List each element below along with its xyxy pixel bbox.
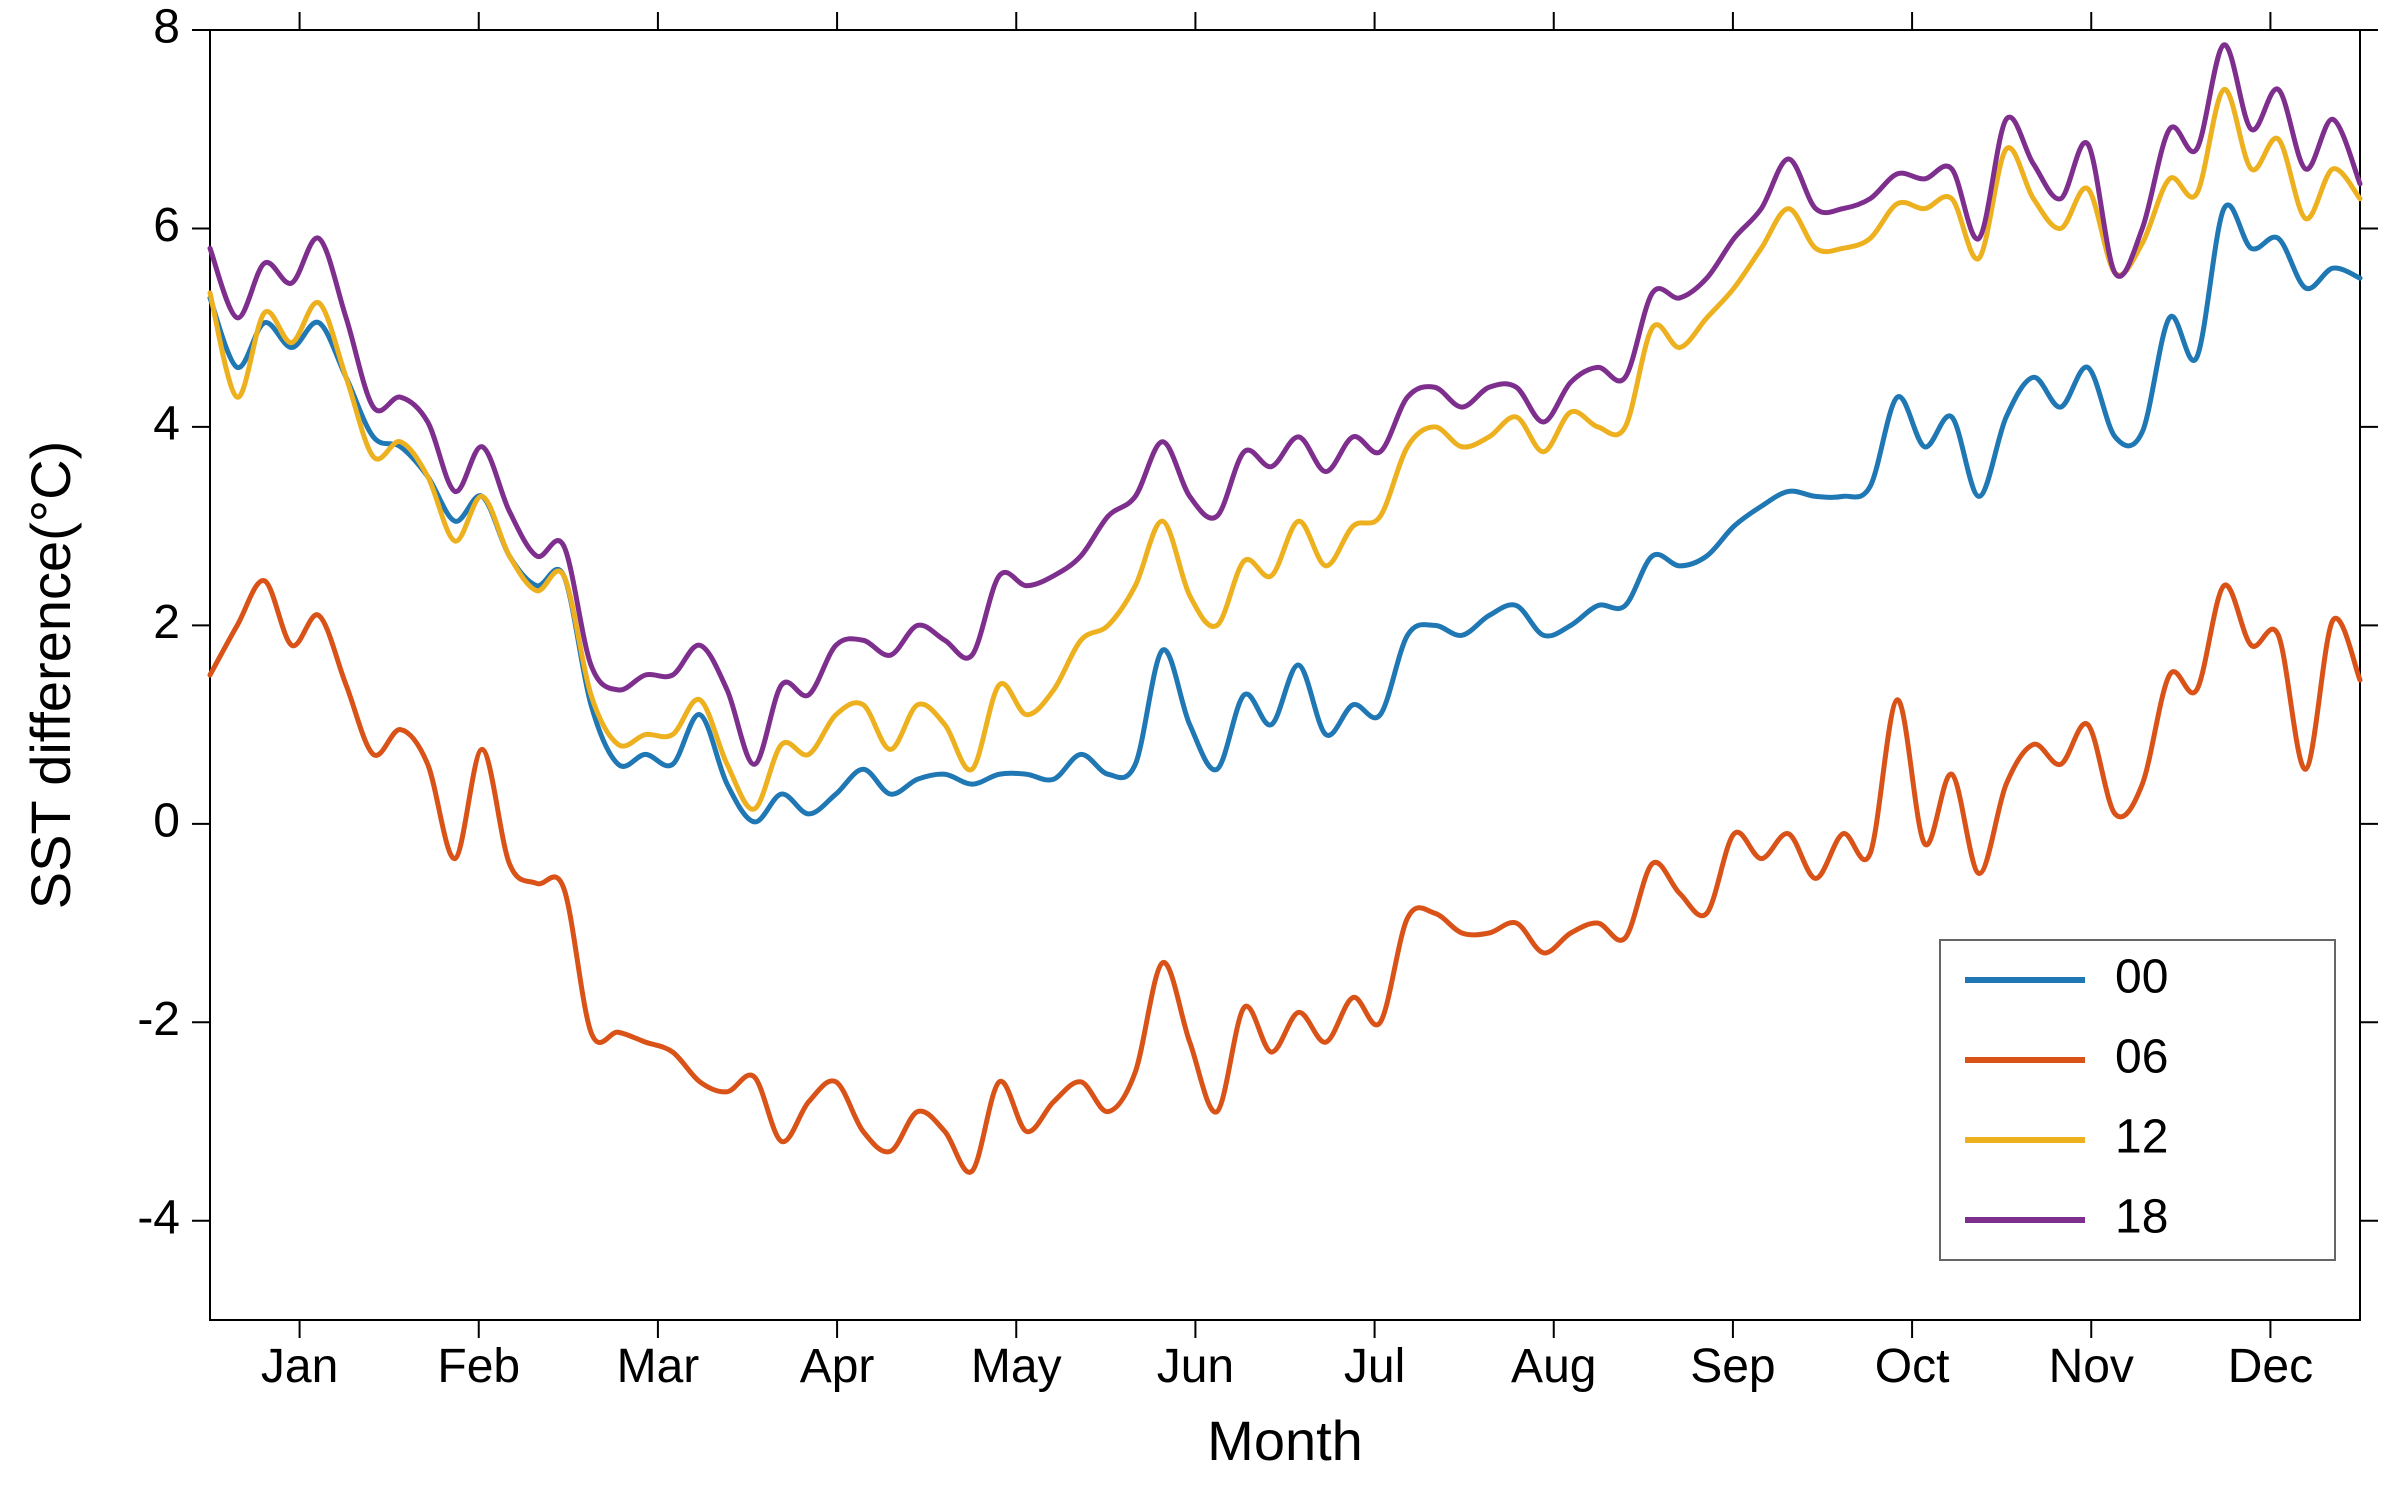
legend-label-12: 12 [2115, 1111, 2168, 1164]
x-tick-label: Dec [2228, 1340, 2313, 1393]
y-tick-label: -2 [137, 993, 180, 1046]
x-tick-label: May [971, 1340, 1062, 1393]
y-tick-label: 4 [153, 398, 180, 451]
x-tick-label: Oct [1875, 1340, 1950, 1393]
x-tick-label: Jun [1157, 1340, 1234, 1393]
x-tick-label: Apr [800, 1340, 875, 1393]
x-tick-label: Feb [437, 1340, 520, 1393]
y-tick-label: -4 [137, 1191, 180, 1244]
y-tick-label: 2 [153, 596, 180, 649]
x-tick-label: Jul [1344, 1340, 1405, 1393]
line-chart: -4 -2 0 2 4 6 8 Jan Feb Mar Apr May Jun Jul Aug Sep Oct N… [0, 0, 2404, 1492]
x-tick-label: Nov [2049, 1340, 2134, 1393]
x-tick-label: Mar [617, 1340, 700, 1393]
y-tick-label: 0 [153, 795, 180, 848]
x-tick-label: Aug [1511, 1340, 1596, 1393]
y-axis-label: SST difference(°C) [19, 441, 82, 910]
x-tick-label: Sep [1690, 1340, 1775, 1393]
chart-container: -4 -2 0 2 4 6 8 Jan Feb Mar Apr May Jun Jul Aug Sep Oct N… [0, 0, 2404, 1492]
x-tick-label: Jan [261, 1340, 338, 1393]
legend-label-06: 06 [2115, 1031, 2168, 1084]
legend-label-18: 18 [2115, 1191, 2168, 1244]
legend-label-00: 00 [2115, 951, 2168, 1004]
x-axis-label: Month [1207, 1409, 1363, 1472]
y-tick-label: 6 [153, 199, 180, 252]
y-tick-label: 8 [153, 1, 180, 54]
